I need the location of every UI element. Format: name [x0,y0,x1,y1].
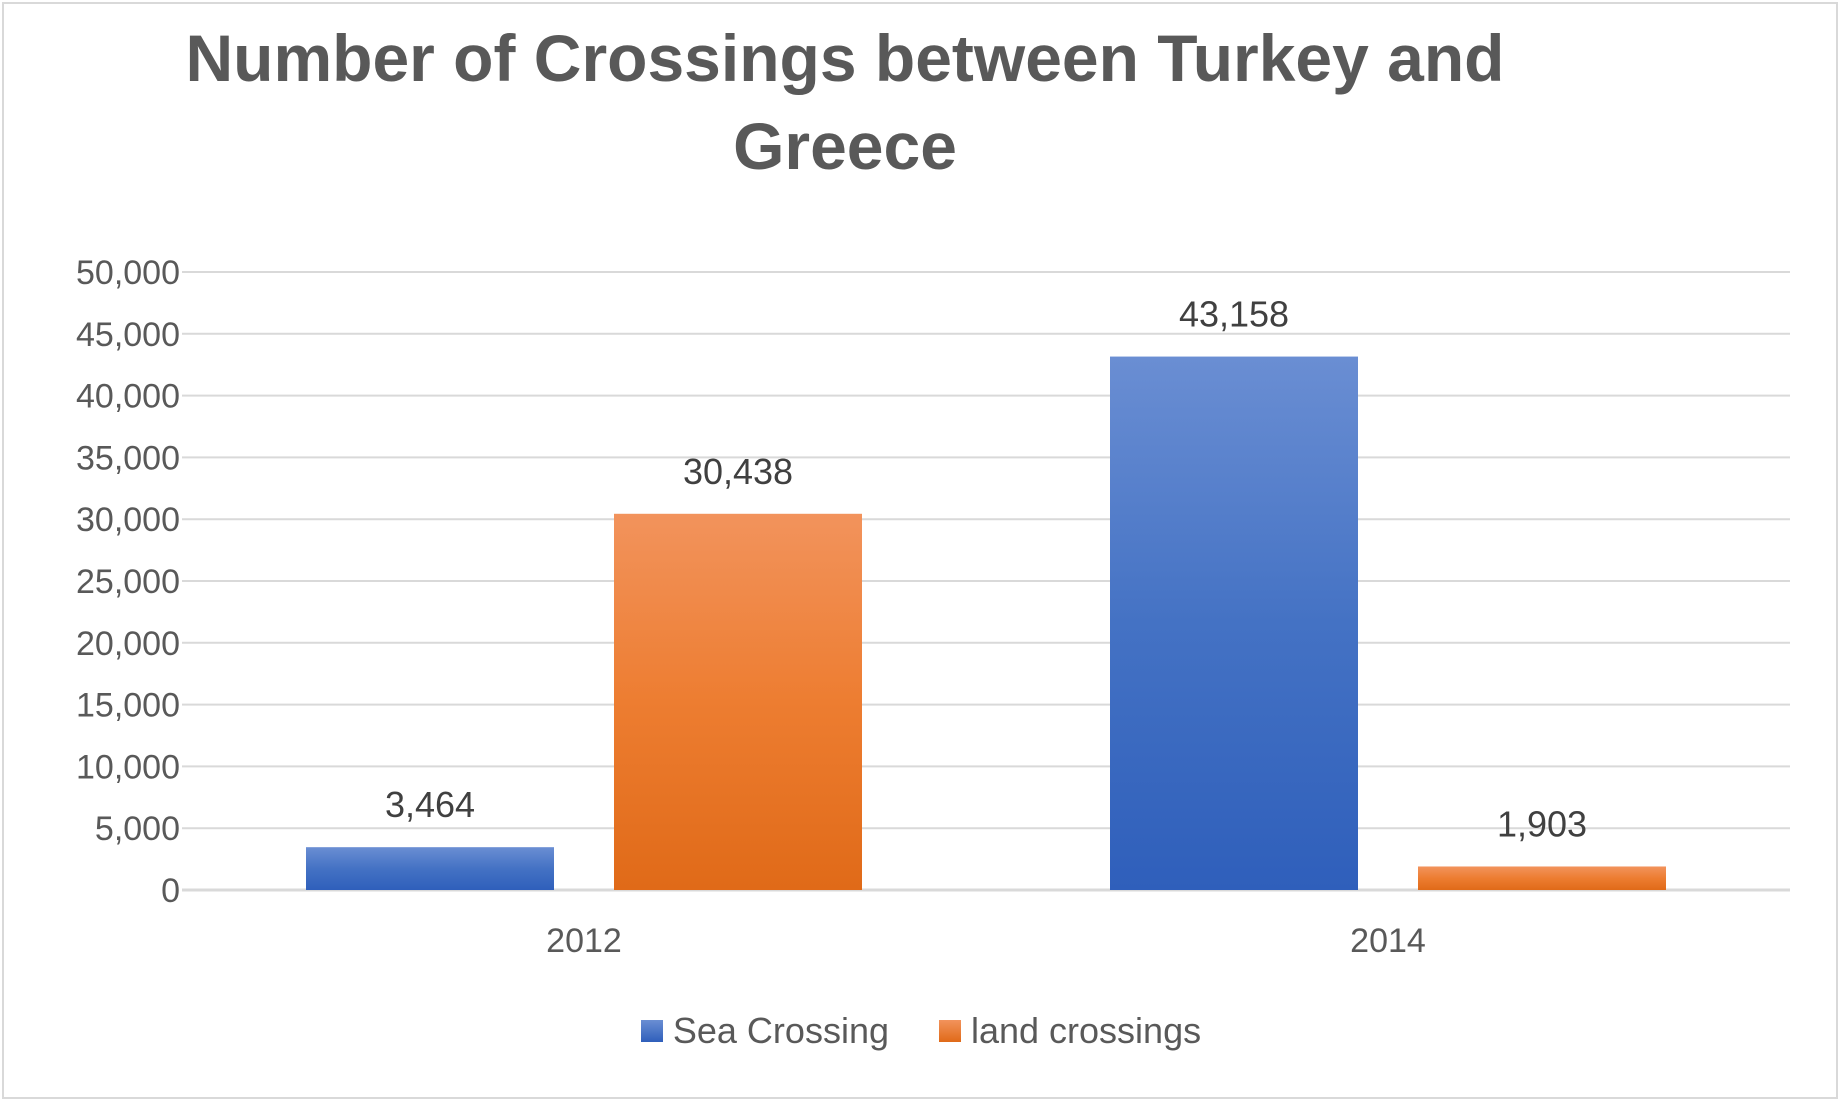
x-tick-label: 2012 [546,922,622,960]
y-tick-label: 30,000 [76,501,180,539]
bar [614,513,862,890]
legend-item-land-crossings[interactable]: land crossings [938,1010,1202,1052]
legend-label-sea-crossing: Sea Crossing [672,1010,889,1051]
y-tick-label: 25,000 [76,563,180,601]
y-tick-label: 5,000 [95,810,180,848]
y-tick-label: 10,000 [76,748,180,786]
y-tick-label: 50,000 [76,254,180,292]
y-tick-label: 35,000 [76,439,180,477]
bar [1418,866,1666,890]
data-label: 1,903 [1497,803,1587,844]
data-label: 30,438 [683,451,793,492]
data-label: 3,464 [385,784,475,825]
bar [306,847,554,890]
y-tick-label: 15,000 [76,687,180,725]
y-tick-label: 45,000 [76,316,180,354]
x-tick-label: 2014 [1350,922,1426,960]
bar [1110,356,1358,890]
legend-item-sea-crossing[interactable]: Sea Crossing [640,1010,889,1052]
legend: Sea Crossing land crossings [0,1010,1842,1052]
chart-title: Number of Crossings between Turkey and G… [185,21,1505,183]
y-tick-label: 20,000 [76,625,180,663]
legend-label-land-crossings: land crossings [970,1010,1202,1051]
legend-swatch-sea-crossing [640,1020,663,1042]
legend-swatch-land-crossings [938,1020,961,1042]
y-tick-label: 0 [161,872,180,910]
data-label: 43,158 [1179,294,1289,335]
y-tick-label: 40,000 [76,378,180,416]
